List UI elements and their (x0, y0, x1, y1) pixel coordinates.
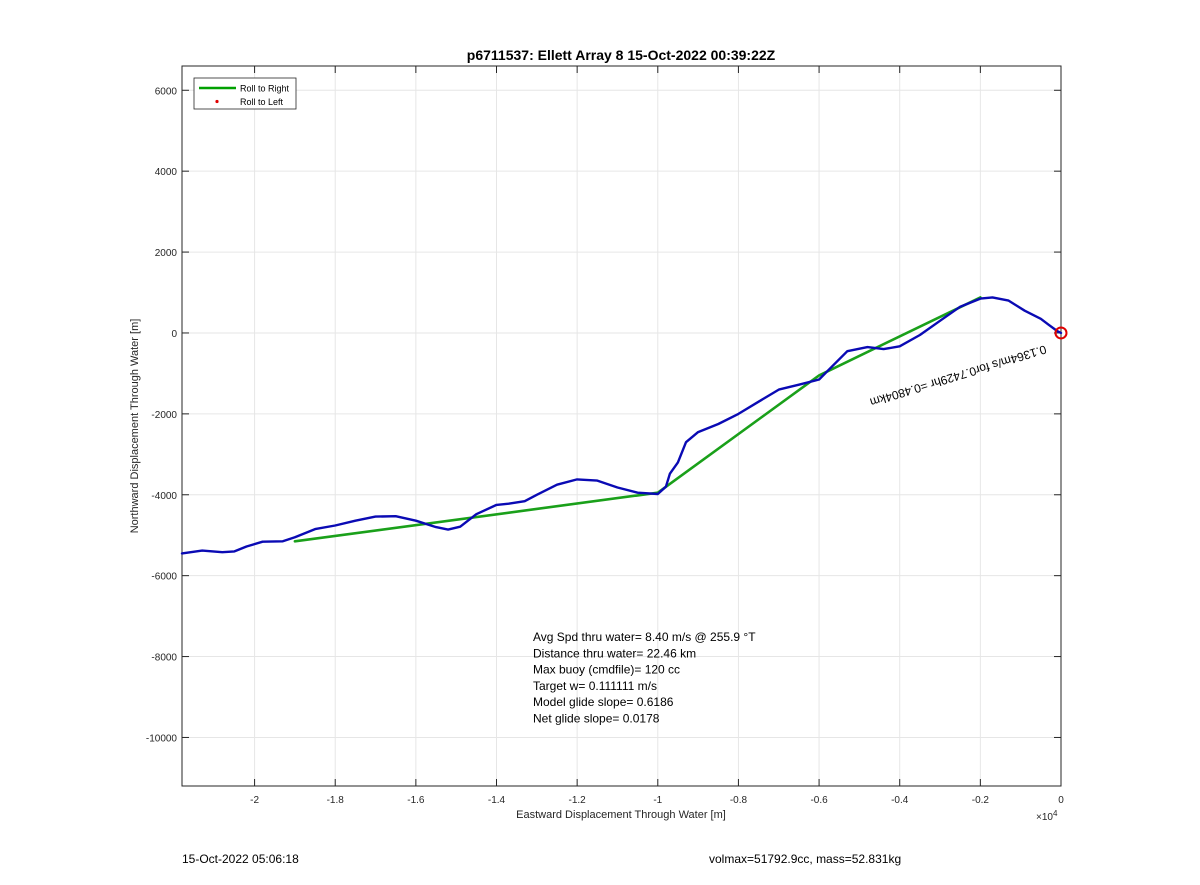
chart-title: p6711537: Ellett Array 8 15-Oct-2022 00:… (467, 47, 776, 63)
marker-layer (1054, 326, 1068, 340)
stats-annotation: Target w= 0.111111 m/s (533, 679, 657, 693)
y-tick-label: -4000 (151, 491, 177, 502)
y-tick-label: 0 (171, 329, 177, 340)
axes-box (181, 65, 1062, 787)
plot-area (182, 66, 1061, 786)
x-tick-label: -0.2 (972, 795, 990, 806)
series-line-1 (180, 296, 1063, 555)
legend-label: Roll to Left (240, 97, 284, 107)
y-tick-label: -6000 (151, 572, 177, 583)
x-tick-label: -1.8 (327, 795, 345, 806)
x-tick-label: -0.6 (810, 795, 828, 806)
footer-timestamp: 15-Oct-2022 05:06:18 (182, 852, 299, 866)
series-line-0 (293, 296, 982, 543)
x-tick-label: -0.4 (891, 795, 909, 806)
x-exponent-label: ×104 (1036, 809, 1058, 823)
x-tick-label: 0 (1058, 795, 1064, 806)
y-tick-label: -10000 (146, 733, 178, 744)
x-tick-label: -1 (653, 795, 662, 806)
x-tick-label: -1.2 (569, 795, 587, 806)
y-tick-label: 6000 (155, 86, 178, 97)
y-tick-label: 2000 (155, 248, 178, 259)
x-tick-label: -2 (250, 795, 259, 806)
legend: Roll to Right Roll to Left (193, 77, 297, 110)
x-tick-label: -0.8 (730, 795, 748, 806)
y-tick-label: -8000 (151, 653, 177, 664)
x-tick-label: -1.6 (407, 795, 425, 806)
axes: -2 -1.8 -1.6 -1.4 -1.2 -1 -0.8 -0.6 -0.4 -0.2 0 600… (146, 65, 1064, 823)
stats-annotation: Distance thru water= 22.46 km (533, 646, 696, 660)
legend-box (193, 77, 297, 110)
legend-swatch-dot (215, 99, 219, 104)
y-axis-label: Northward Displacement Through Water [m] (129, 319, 141, 534)
stats-annotation: Avg Spd thru water= 8.40 m/s @ 255.9 °T (533, 630, 756, 644)
y-tick-label: -2000 (151, 410, 177, 421)
y-tick-label: 4000 (155, 167, 178, 178)
x-tick-label: -1.4 (488, 795, 506, 806)
legend-label: Roll to Right (240, 84, 290, 94)
stats-annotation: Model glide slope= 0.6186 (533, 695, 674, 709)
grid (182, 66, 1062, 786)
stats-annotation: Net glide slope= 0.0178 (533, 712, 660, 726)
series-layer (180, 296, 1063, 555)
x-axis-label: Eastward Displacement Through Water [m] (516, 809, 726, 821)
x-exponent-power: 4 (1053, 809, 1058, 818)
footer-vehicle-params: volmax=51792.9cc, mass=52.831kg (709, 852, 902, 866)
stats-annotation: Max buoy (cmdfile)= 120 cc (533, 663, 680, 677)
end-position-marker (1054, 326, 1068, 340)
